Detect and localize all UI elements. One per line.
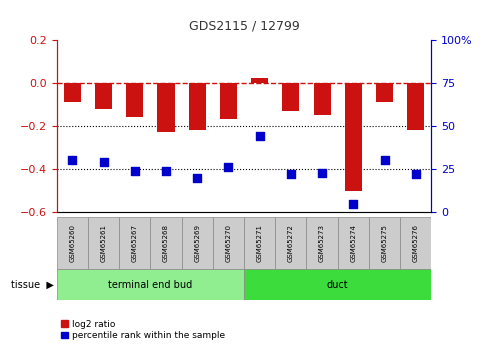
Point — [287, 171, 295, 177]
Legend: log2 ratio, percentile rank within the sample: log2 ratio, percentile rank within the s… — [61, 320, 225, 341]
Bar — [95, 83, 112, 109]
Text: tissue  ▶: tissue ▶ — [11, 280, 54, 290]
Point — [224, 165, 232, 170]
Bar — [314, 83, 331, 115]
Text: GSM65267: GSM65267 — [132, 224, 138, 262]
Bar — [376, 83, 393, 102]
Bar — [244, 269, 431, 300]
Text: GSM65269: GSM65269 — [194, 224, 200, 262]
Bar — [126, 83, 143, 117]
Point — [193, 175, 201, 180]
Bar — [345, 83, 362, 190]
Text: GSM65274: GSM65274 — [351, 224, 356, 262]
Bar — [119, 217, 150, 269]
Bar — [213, 217, 244, 269]
Text: GSM65270: GSM65270 — [225, 224, 231, 262]
Bar — [338, 217, 369, 269]
Point — [318, 170, 326, 175]
Point — [381, 158, 388, 163]
Bar — [369, 217, 400, 269]
Text: GSM65275: GSM65275 — [382, 224, 387, 262]
Bar — [307, 217, 338, 269]
Bar — [220, 83, 237, 119]
Bar — [407, 83, 424, 130]
Point — [256, 134, 264, 139]
Point — [412, 171, 420, 177]
Bar — [57, 217, 88, 269]
Bar — [244, 217, 275, 269]
Text: GDS2115 / 12799: GDS2115 / 12799 — [189, 20, 299, 33]
Point — [69, 158, 76, 163]
Text: terminal end bud: terminal end bud — [108, 280, 192, 290]
Bar — [57, 269, 244, 300]
Point — [100, 159, 107, 165]
Text: GSM65272: GSM65272 — [288, 224, 294, 262]
Bar — [189, 83, 206, 130]
Bar — [88, 217, 119, 269]
Text: GSM65268: GSM65268 — [163, 224, 169, 262]
Text: GSM65261: GSM65261 — [101, 224, 106, 262]
Point — [350, 201, 357, 206]
Bar — [181, 217, 213, 269]
Bar — [251, 79, 268, 83]
Bar — [150, 217, 181, 269]
Text: GSM65276: GSM65276 — [413, 224, 419, 262]
Text: GSM65271: GSM65271 — [257, 224, 263, 262]
Point — [162, 168, 170, 174]
Point — [131, 168, 139, 174]
Bar — [64, 83, 81, 102]
Bar — [157, 83, 175, 132]
Text: GSM65260: GSM65260 — [70, 224, 75, 262]
Bar — [275, 217, 307, 269]
Bar — [400, 217, 431, 269]
Text: duct: duct — [327, 280, 349, 290]
Text: GSM65273: GSM65273 — [319, 224, 325, 262]
Bar — [282, 83, 299, 111]
